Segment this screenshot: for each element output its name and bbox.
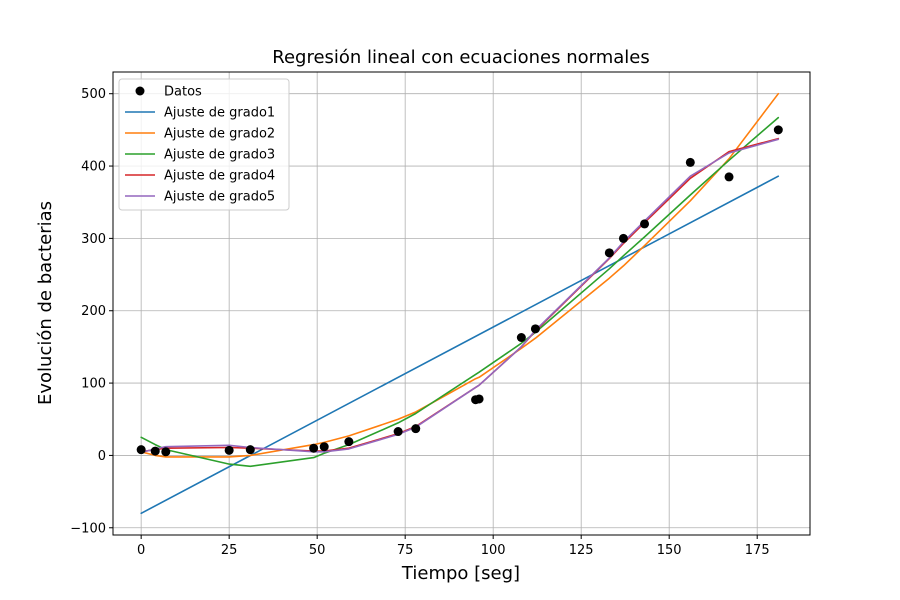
scatter-layer: [136, 125, 783, 457]
data-point: [309, 443, 319, 453]
x-tick-label: 125: [569, 543, 594, 558]
x-axis-ticks: 0 25 50 75 100 125 150 175: [137, 535, 770, 558]
x-axis-label: Tiempo [seg]: [401, 563, 520, 584]
series-line-grado3: [140, 116, 780, 468]
y-tick-label: 300: [81, 232, 106, 247]
legend: Datos Ajuste de grado1 Ajuste de grado2 Aju…: [118, 78, 290, 211]
legend-label: Ajuste de grado3: [164, 148, 275, 163]
legend-box: [118, 78, 290, 211]
y-tick-label: 200: [81, 304, 106, 319]
legend-label: Ajuste de grado1: [164, 106, 275, 121]
data-point: [393, 427, 403, 437]
data-point: [224, 445, 234, 455]
legend-label: Ajuste de grado5: [164, 190, 275, 205]
data-point: [245, 445, 255, 455]
data-point: [319, 442, 329, 452]
x-tick-label: 25: [221, 543, 238, 558]
legend-marker-datos: [135, 86, 145, 96]
x-tick-label: 75: [397, 543, 414, 558]
data-point: [136, 445, 146, 455]
legend-label: Ajuste de grado4: [164, 169, 275, 184]
data-point: [685, 157, 695, 167]
y-tick-label: 500: [81, 87, 106, 102]
data-point: [604, 248, 614, 258]
y-axis-ticks: −100 0 100 200 300 400 500: [70, 87, 113, 536]
y-tick-label: 100: [81, 377, 106, 392]
x-tick-label: 100: [481, 543, 506, 558]
series-line-grado1: [140, 175, 780, 515]
legend-label: Ajuste de grado2: [164, 127, 275, 142]
data-point: [474, 394, 484, 404]
y-tick-label: 400: [81, 160, 106, 175]
x-tick-label: 150: [657, 543, 682, 558]
x-tick-label: 175: [745, 543, 770, 558]
x-tick-label: 0: [137, 543, 145, 558]
data-point: [530, 324, 540, 334]
y-axis-label: Evolución de bacterias: [35, 201, 56, 405]
data-point: [161, 447, 171, 457]
data-point: [344, 437, 354, 447]
data-point: [516, 333, 526, 343]
data-point: [150, 446, 160, 456]
data-point: [411, 424, 421, 434]
data-point: [724, 172, 734, 182]
data-point: [773, 125, 783, 135]
y-tick-label: −100: [70, 521, 106, 536]
y-tick-label: 0: [98, 449, 106, 464]
chart-title: Regresión lineal con ecuaciones normales: [272, 47, 650, 68]
x-tick-label: 50: [309, 543, 326, 558]
data-point: [618, 233, 628, 243]
series-line-grado2: [140, 92, 780, 458]
data-point: [640, 219, 650, 229]
plot-frame: [112, 71, 811, 536]
legend-label: Datos: [164, 85, 202, 100]
